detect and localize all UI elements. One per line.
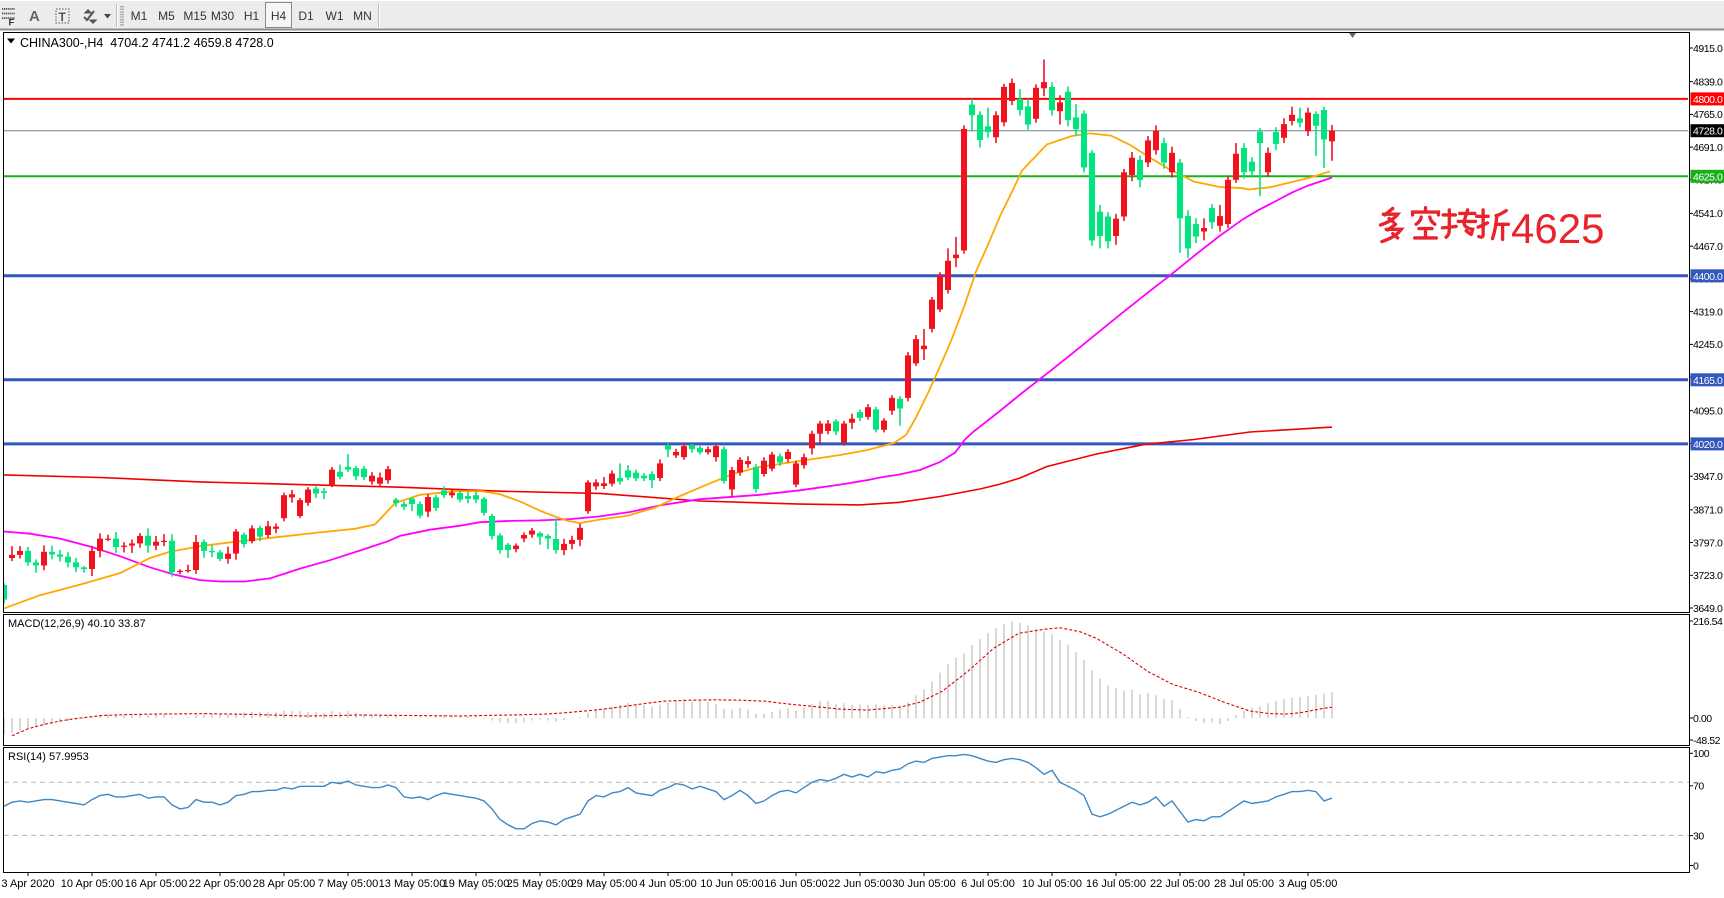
svg-text:216.54: 216.54 (1693, 616, 1723, 628)
svg-text:4839.0: 4839.0 (1693, 76, 1723, 88)
svg-text:W1: W1 (326, 9, 344, 23)
svg-text:3871.0: 3871.0 (1693, 505, 1723, 517)
svg-text:4245.0: 4245.0 (1693, 339, 1723, 351)
svg-text:3723.0: 3723.0 (1693, 570, 1723, 582)
svg-text:H4: H4 (271, 9, 287, 23)
svg-text:25 May 05:00: 25 May 05:00 (507, 878, 574, 890)
svg-text:F: F (9, 18, 15, 29)
svg-text:30: 30 (1693, 830, 1704, 842)
svg-text:3947.0: 3947.0 (1693, 471, 1723, 483)
svg-text:4541.0: 4541.0 (1693, 208, 1723, 220)
svg-text:16 Jul 05:00: 16 Jul 05:00 (1086, 878, 1146, 890)
svg-text:CHINA300-,H4 4704.2 4741.2 46: CHINA300-,H4 4704.2 4741.2 4659.8 4728.0 (20, 36, 274, 50)
svg-text:0.00: 0.00 (1693, 713, 1712, 725)
svg-text:6 Jul 05:00: 6 Jul 05:00 (961, 878, 1015, 890)
svg-text:A: A (29, 8, 40, 25)
svg-text:16 Apr 05:00: 16 Apr 05:00 (125, 878, 187, 890)
svg-text:4400.0: 4400.0 (1693, 271, 1723, 283)
svg-text:4095.0: 4095.0 (1693, 406, 1723, 418)
svg-text:4691.0: 4691.0 (1693, 142, 1723, 154)
svg-text:4800.0: 4800.0 (1693, 94, 1723, 106)
svg-text:28 Jul 05:00: 28 Jul 05:00 (1214, 878, 1274, 890)
svg-text:4165.0: 4165.0 (1693, 375, 1723, 387)
svg-text:4625: 4625 (1511, 205, 1604, 252)
svg-text:M15: M15 (183, 9, 207, 23)
svg-text:T: T (59, 10, 67, 24)
svg-text:RSI(14) 57.9953: RSI(14) 57.9953 (8, 751, 89, 763)
svg-text:7 May 05:00: 7 May 05:00 (318, 878, 379, 890)
svg-text:13 May 05:00: 13 May 05:00 (379, 878, 446, 890)
svg-text:M5: M5 (158, 9, 175, 23)
svg-text:MACD(12,26,9) 40.10 33.87: MACD(12,26,9) 40.10 33.87 (8, 618, 146, 630)
svg-text:29 May 05:00: 29 May 05:00 (571, 878, 638, 890)
svg-text:70: 70 (1693, 781, 1704, 793)
svg-text:10 Jun 05:00: 10 Jun 05:00 (700, 878, 764, 890)
svg-text:100: 100 (1693, 748, 1710, 760)
svg-text:22 Apr 05:00: 22 Apr 05:00 (189, 878, 251, 890)
svg-text:H1: H1 (244, 9, 260, 23)
svg-text:3649.0: 3649.0 (1693, 603, 1723, 615)
svg-text:10 Apr 05:00: 10 Apr 05:00 (61, 878, 123, 890)
svg-text:19 May 05:00: 19 May 05:00 (443, 878, 510, 890)
svg-text:M1: M1 (131, 9, 148, 23)
svg-text:22 Jul 05:00: 22 Jul 05:00 (1150, 878, 1210, 890)
svg-text:4728.0: 4728.0 (1693, 126, 1723, 138)
svg-text:M30: M30 (211, 9, 235, 23)
svg-text:3 Aug 05:00: 3 Aug 05:00 (1279, 878, 1338, 890)
svg-text:28 Apr 05:00: 28 Apr 05:00 (253, 878, 315, 890)
svg-text:3797.0: 3797.0 (1693, 537, 1723, 549)
svg-text:10 Jul 05:00: 10 Jul 05:00 (1022, 878, 1082, 890)
svg-text:-48.52: -48.52 (1693, 735, 1721, 747)
svg-text:4020.0: 4020.0 (1693, 439, 1723, 451)
svg-text:D1: D1 (298, 9, 314, 23)
svg-text:MN: MN (353, 9, 372, 23)
svg-text:4915.0: 4915.0 (1693, 43, 1723, 55)
svg-text:4467.0: 4467.0 (1693, 241, 1723, 253)
svg-text:4625.0: 4625.0 (1693, 171, 1723, 183)
svg-text:4 Jun 05:00: 4 Jun 05:00 (639, 878, 697, 890)
svg-text:0: 0 (1693, 860, 1699, 872)
svg-text:22 Jun 05:00: 22 Jun 05:00 (828, 878, 892, 890)
svg-text:3 Apr 2020: 3 Apr 2020 (1, 878, 54, 890)
svg-text:16 Jun 05:00: 16 Jun 05:00 (764, 878, 828, 890)
svg-text:4765.0: 4765.0 (1693, 109, 1723, 121)
svg-text:30 Jun 05:00: 30 Jun 05:00 (892, 878, 956, 890)
svg-text:4319.0: 4319.0 (1693, 306, 1723, 318)
